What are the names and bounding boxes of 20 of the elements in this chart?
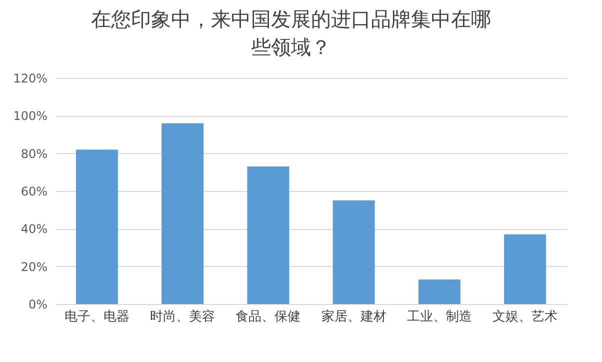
- x-tick-label: 工业、制造: [406, 310, 472, 324]
- y-tick-label: 40%: [20, 222, 48, 236]
- y-tick-label: 20%: [20, 260, 48, 274]
- bar: [162, 123, 204, 304]
- chart-title: 在您印象中，来中国发展的进口品牌集中在哪些领域？: [91, 7, 491, 59]
- bar: [332, 200, 375, 304]
- bar: [418, 280, 460, 304]
- bar: [76, 150, 118, 304]
- x-tick-label: 文娱、艺术: [492, 310, 558, 324]
- bar: [247, 166, 290, 304]
- x-tick-label: 家居、建材: [321, 308, 386, 324]
- x-tick-label: 食品、保健: [236, 310, 301, 324]
- x-tick-label: 电子、电器: [64, 310, 130, 324]
- y-tick-label: 120%: [13, 72, 48, 86]
- y-tick-label: 80%: [20, 146, 48, 161]
- y-tick-label: 100%: [13, 109, 48, 124]
- y-tick-label: 0%: [28, 298, 48, 312]
- y-tick-label: 60%: [20, 184, 48, 198]
- x-tick-label: 时尚、美容: [150, 308, 216, 324]
- bar: [504, 234, 546, 304]
